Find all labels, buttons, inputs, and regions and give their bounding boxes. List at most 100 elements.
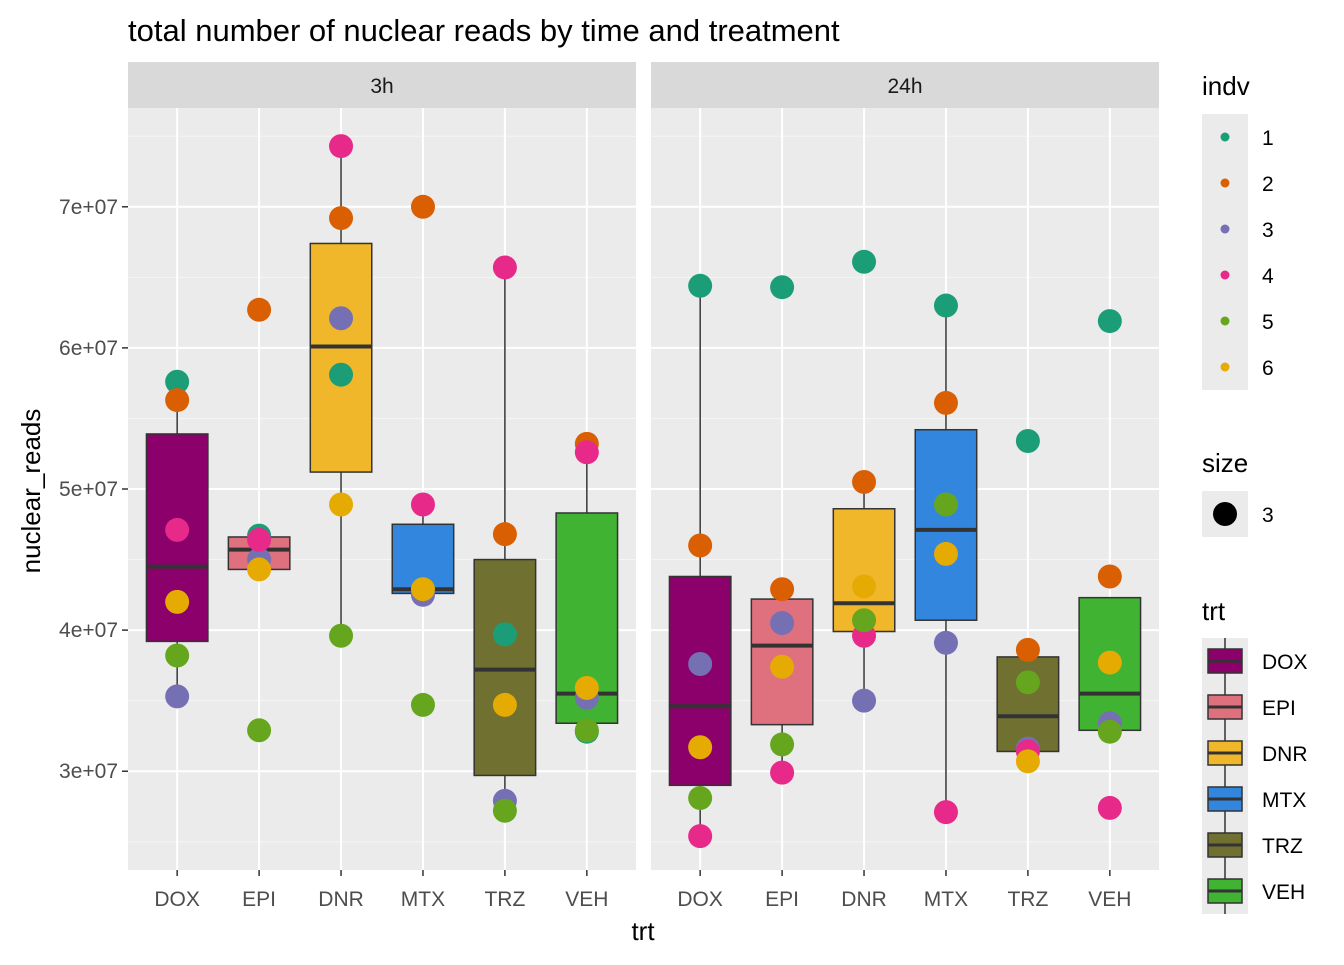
panel-3h: 3h DOX EPI DNR MTX TRZ VEH <box>128 62 636 911</box>
point-3h-trz-indv-4 <box>492 255 517 280</box>
point-24h-dnr-indv-1 <box>852 249 877 274</box>
chart-title: total number of nuclear reads by time an… <box>128 13 840 48</box>
facet-label-24h: 24h <box>887 75 922 98</box>
point-3h-mtx-indv-5 <box>410 692 435 717</box>
x-tick-label-epi: EPI <box>242 888 276 911</box>
point-24h-veh-indv-6 <box>1097 650 1122 675</box>
point-24h-epi-indv-2 <box>770 577 795 602</box>
legend-trt-label-dnr: DNR <box>1262 743 1308 766</box>
point-3h-dnr-indv-4 <box>329 134 354 159</box>
point-3h-veh-indv-4 <box>574 440 599 465</box>
box-3h-dnr <box>309 146 373 636</box>
point-24h-dox-indv-6 <box>688 735 713 760</box>
point-24h-trz-indv-2 <box>1015 637 1040 662</box>
y-tick-label: 6e+07 <box>59 337 118 360</box>
x-axis-title: trt <box>631 916 655 946</box>
point-3h-dnr-indv-6 <box>329 492 354 517</box>
x-tick-label-dox: DOX <box>154 888 200 911</box>
legend-trt-label-dox: DOX <box>1262 651 1308 674</box>
legend-trt-label-trz: TRZ <box>1262 835 1303 858</box>
point-3h-trz-indv-2 <box>492 522 517 547</box>
x-tick-label-dnr: DNR <box>318 888 364 911</box>
point-24h-veh-indv-5 <box>1097 719 1122 744</box>
legend-size-title: size <box>1202 448 1248 478</box>
point-24h-dox-indv-2 <box>688 533 713 558</box>
y-axis-title: nuclear_reads <box>16 409 46 574</box>
point-24h-veh-indv-4 <box>1097 795 1122 820</box>
point-3h-mtx-indv-6 <box>410 577 435 602</box>
legend-size-label: 3 <box>1262 504 1274 527</box>
point-3h-mtx-indv-4 <box>410 492 435 517</box>
point-3h-dox-indv-3 <box>165 684 190 709</box>
point-3h-dox-indv-1 <box>165 369 190 394</box>
point-24h-veh-indv-1 <box>1097 309 1122 334</box>
y-tick-label: 3e+07 <box>59 760 118 783</box>
legend-trt-title: trt <box>1202 596 1226 626</box>
point-3h-epi-indv-4 <box>247 527 272 552</box>
x-tick-label-mtx: MTX <box>401 888 445 911</box>
point-3h-dox-indv-6 <box>165 589 190 614</box>
box-24h-mtx <box>914 305 978 813</box>
legend-indv-title: indv <box>1202 71 1250 101</box>
point-3h-dox-indv-5 <box>165 643 190 668</box>
x-tick-label-trz: TRZ <box>1007 888 1048 911</box>
point-24h-dnr-indv-5 <box>852 608 877 633</box>
legend-size: size 3 <box>1202 448 1274 537</box>
point-24h-mtx-indv-1 <box>933 293 958 318</box>
x-tick-label-trz: TRZ <box>484 888 525 911</box>
point-3h-epi-indv-2 <box>247 297 272 322</box>
x-tick-label-dox: DOX <box>677 888 723 911</box>
legend-indv-key-6 <box>1220 362 1230 372</box>
point-24h-trz-indv-6 <box>1015 749 1040 774</box>
legend-trt-label-veh: VEH <box>1262 881 1305 904</box>
point-3h-dnr-indv-3 <box>329 306 354 331</box>
point-24h-mtx-indv-4 <box>933 800 958 825</box>
point-24h-epi-indv-4 <box>770 760 795 785</box>
point-3h-dnr-indv-5 <box>329 623 354 648</box>
point-24h-dnr-indv-6 <box>852 574 877 599</box>
point-3h-veh-indv-6 <box>574 675 599 700</box>
point-3h-dox-indv-2 <box>165 388 190 413</box>
legend-indv-key-2 <box>1220 178 1230 188</box>
point-3h-dox-indv-4 <box>165 517 190 542</box>
point-24h-dnr-indv-2 <box>852 469 877 494</box>
point-24h-epi-indv-5 <box>770 732 795 757</box>
point-3h-trz-indv-5 <box>492 798 517 823</box>
point-24h-veh-indv-2 <box>1097 564 1122 589</box>
legends: indv 1 2 3 4 5 6 size 3 trt DOX EPI DNR MTX TRZ VEH <box>1202 71 1308 914</box>
point-24h-dox-indv-5 <box>688 786 713 811</box>
legend-indv-key-4 <box>1220 270 1230 280</box>
legend-trt: trt DOX EPI DNR MTX TRZ VEH <box>1202 596 1308 914</box>
legend-indv-label-6: 6 <box>1262 357 1274 380</box>
point-3h-epi-indv-6 <box>247 557 272 582</box>
facet-label-3h: 3h <box>370 75 393 98</box>
legend-size-key <box>1213 502 1237 526</box>
legend-indv-label-4: 4 <box>1262 265 1274 288</box>
point-3h-trz-indv-6 <box>492 692 517 717</box>
box-body <box>309 242 373 473</box>
y-tick-label: 4e+07 <box>59 619 118 642</box>
legend-indv-label-1: 1 <box>1262 127 1274 150</box>
point-3h-dnr-indv-1 <box>329 362 354 387</box>
legend-indv: indv 1 2 3 4 5 6 <box>1202 71 1274 390</box>
point-24h-trz-indv-1 <box>1015 429 1040 454</box>
legend-indv-label-3: 3 <box>1262 219 1274 242</box>
box-3h-trz <box>473 267 537 811</box>
box-body <box>473 558 537 777</box>
point-24h-trz-indv-5 <box>1015 670 1040 695</box>
panel-24h: 24h DOX EPI DNR MTX TRZ VEH <box>651 62 1159 911</box>
point-3h-mtx-indv-2 <box>410 194 435 219</box>
facet-strip-24h <box>651 62 1159 108</box>
point-24h-mtx-indv-5 <box>933 492 958 517</box>
point-24h-mtx-indv-6 <box>933 541 958 566</box>
facet-strip-3h <box>128 62 636 108</box>
facet-panels: 3h DOX EPI DNR MTX TRZ VEH 24h DOX EPI DNR MTX TRZ VE… <box>59 62 1159 911</box>
point-24h-mtx-indv-2 <box>933 390 958 415</box>
y-tick-label: 5e+07 <box>59 478 118 501</box>
point-24h-epi-indv-1 <box>770 275 795 300</box>
box-body <box>914 428 978 621</box>
point-24h-epi-indv-3 <box>770 611 795 636</box>
point-3h-veh-indv-5 <box>574 718 599 743</box>
x-tick-label-dnr: DNR <box>841 888 887 911</box>
legend-indv-key-3 <box>1220 224 1230 234</box>
